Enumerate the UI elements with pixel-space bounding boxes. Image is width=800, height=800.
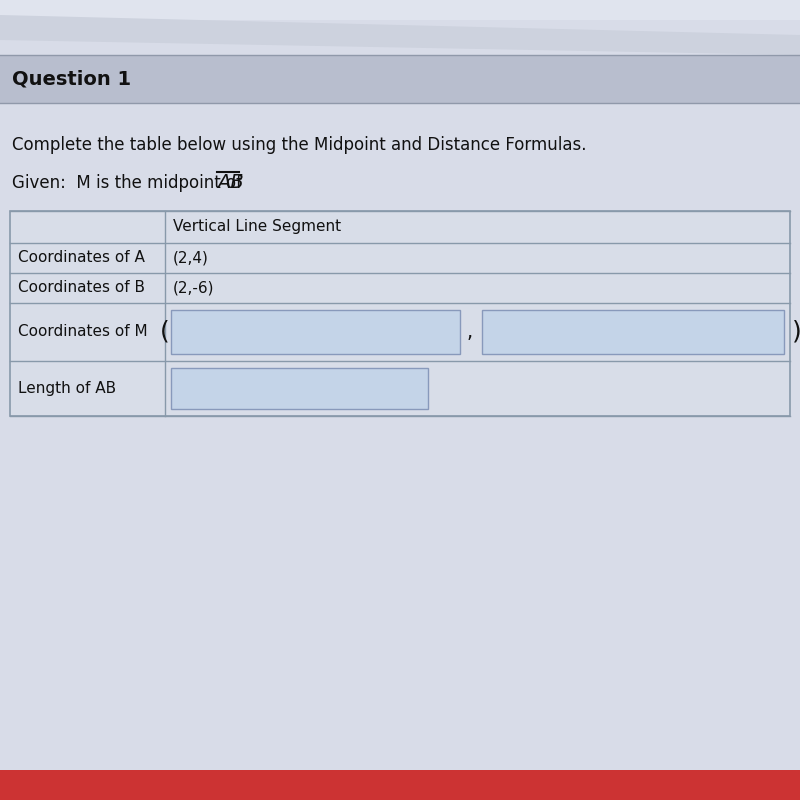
Text: AB: AB xyxy=(217,174,244,193)
Text: Coordinates of B: Coordinates of B xyxy=(18,281,145,295)
Bar xyxy=(10,211,790,416)
Text: Coordinates of A: Coordinates of A xyxy=(18,250,145,266)
Bar xyxy=(482,310,784,354)
Text: Given:  M is the midpoint of: Given: M is the midpoint of xyxy=(12,174,258,192)
Text: Complete the table below using the Midpoint and Distance Formulas.: Complete the table below using the Midpo… xyxy=(12,136,586,154)
Text: Vertical Line Segment: Vertical Line Segment xyxy=(173,219,341,234)
Bar xyxy=(171,310,460,354)
Text: (2,4): (2,4) xyxy=(173,250,209,266)
Polygon shape xyxy=(0,15,800,55)
Polygon shape xyxy=(0,0,800,20)
Text: (2,-6): (2,-6) xyxy=(173,281,214,295)
Bar xyxy=(0,55,800,103)
Text: Length of AB: Length of AB xyxy=(18,381,116,396)
Bar xyxy=(0,770,800,800)
Bar xyxy=(171,368,429,409)
Text: ): ) xyxy=(792,320,800,344)
Text: ,: , xyxy=(467,322,473,342)
Text: (: ( xyxy=(160,320,170,344)
Text: Coordinates of M: Coordinates of M xyxy=(18,325,148,339)
Text: Question 1: Question 1 xyxy=(12,70,131,89)
